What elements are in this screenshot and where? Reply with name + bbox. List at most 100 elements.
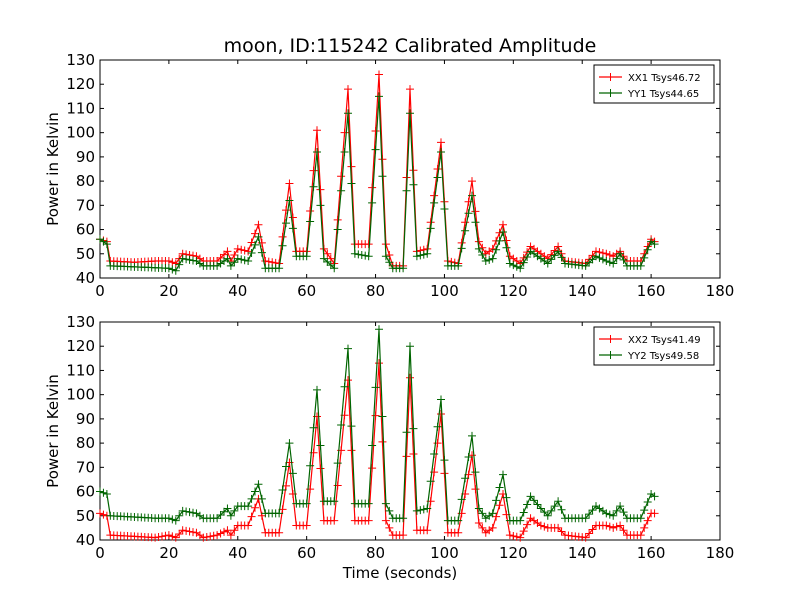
data-point [275, 528, 284, 537]
data-point [457, 495, 466, 504]
data-point [471, 485, 480, 494]
data-point [220, 507, 228, 516]
data-point [226, 511, 235, 520]
data-point [547, 506, 556, 515]
data-point [316, 464, 325, 473]
y-tick-label: 100 [66, 386, 95, 404]
data-point [175, 260, 184, 269]
data-point [223, 526, 232, 535]
data-point [347, 446, 356, 455]
x-tick-label: 100 [430, 544, 459, 562]
data-point [609, 511, 618, 520]
data-point [254, 220, 263, 229]
data-point [430, 191, 439, 200]
data-point [437, 138, 445, 147]
data-point [244, 502, 253, 511]
legend-box [593, 326, 715, 366]
x-tick-label: 40 [228, 282, 247, 300]
data-point [185, 508, 194, 517]
x-tick-label: 120 [499, 544, 528, 562]
data-point [533, 500, 542, 509]
data-point [485, 255, 494, 264]
data-point [247, 512, 256, 521]
data-point [230, 526, 239, 535]
data-point [516, 533, 525, 542]
data-point [244, 521, 253, 530]
data-point [385, 523, 394, 532]
data-point [602, 257, 611, 266]
data-point [323, 249, 332, 258]
data-point [440, 204, 449, 213]
data-point [602, 249, 611, 258]
data-point [554, 523, 563, 532]
x-tick-label: 0 [95, 282, 105, 300]
data-point [330, 497, 339, 506]
data-point [254, 232, 263, 241]
data-point [178, 526, 187, 535]
data-point [364, 516, 373, 525]
data-point [602, 509, 611, 518]
data-point [488, 523, 497, 532]
data-point [464, 209, 473, 218]
x-tick-label: 120 [499, 282, 528, 300]
data-point [406, 109, 414, 118]
data-point [495, 501, 504, 510]
data-point [278, 241, 287, 250]
data-point [244, 257, 253, 266]
data-point [488, 509, 497, 518]
data-point [288, 224, 297, 233]
data-point [499, 227, 507, 236]
data-point [426, 477, 435, 486]
x-tick-label: 180 [706, 282, 735, 300]
data-point [285, 196, 294, 205]
legend-label: YY1 Tsys44.65 [627, 89, 699, 100]
legend-marker [606, 89, 615, 97]
data-point [481, 257, 490, 266]
data-point [505, 259, 514, 268]
data-point [640, 523, 649, 532]
data-point [488, 244, 497, 253]
data-point [313, 126, 321, 135]
data-point [344, 109, 352, 118]
data-point [102, 240, 111, 249]
data-point [226, 531, 235, 540]
data-point [471, 207, 480, 216]
data-point [412, 506, 421, 515]
y-tick-label: 70 [76, 458, 95, 476]
data-point [164, 514, 173, 523]
data-point [543, 511, 552, 520]
data-point [178, 254, 187, 263]
data-point [605, 510, 614, 519]
data-point [306, 206, 315, 215]
data-point [581, 261, 590, 270]
x-tick-label: 20 [159, 282, 178, 300]
data-point [557, 253, 566, 262]
data-point [171, 266, 180, 275]
data-point [223, 254, 232, 263]
data-point [226, 261, 235, 270]
data-point [368, 198, 377, 207]
y-tick-label: 50 [76, 245, 95, 263]
data-point [182, 507, 191, 516]
data-point [616, 521, 625, 530]
data-point [409, 424, 418, 433]
legend-marker [606, 73, 615, 81]
data-point [468, 191, 476, 200]
data-point [616, 502, 625, 511]
data-point [347, 422, 356, 431]
data-point [330, 264, 339, 273]
data-point [440, 469, 449, 478]
data-point [509, 531, 518, 540]
data-point [168, 532, 177, 541]
data-point [375, 70, 383, 79]
data-point [381, 252, 390, 261]
data-point [468, 431, 476, 440]
data-point [536, 504, 545, 513]
data-point [406, 342, 414, 351]
data-point [609, 259, 618, 268]
legend-box [593, 64, 715, 104]
data-point [430, 450, 439, 459]
data-point [554, 497, 563, 506]
data-point [375, 325, 383, 334]
data-point [309, 166, 318, 175]
